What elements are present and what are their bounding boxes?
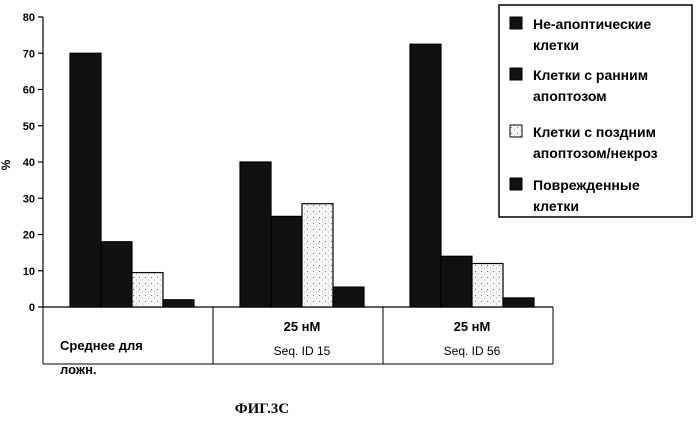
bar-3-cat-2 (302, 204, 333, 307)
y-tick-label: 40 (23, 157, 35, 169)
legend-label: апоптозом/некроз (533, 145, 658, 161)
bar-2-cat-2 (271, 216, 302, 307)
category-label: Seq. ID 56 (444, 344, 501, 358)
bar-4-cat-1 (163, 300, 194, 307)
bar-4-cat-2 (333, 287, 364, 307)
bar-4-cat-3 (503, 298, 534, 307)
bar-3-cat-1 (132, 273, 163, 307)
bar-1-cat-1 (70, 53, 101, 307)
y-tick-label: 20 (23, 230, 35, 242)
legend-swatch (510, 17, 522, 29)
bar-1-cat-3 (410, 44, 441, 307)
legend-label: Не-апоптические (533, 16, 651, 32)
y-tick-label: 50 (23, 121, 35, 133)
legend-label: Клетки с ранним (533, 67, 648, 83)
chart-bars (70, 44, 534, 307)
legend-label: Клетки с поздним (533, 124, 656, 140)
bar-1-cat-2 (240, 162, 271, 307)
chart-axes: 0 10 20 30 40 50 60 70 80 (23, 12, 553, 364)
bar-2-cat-3 (441, 256, 472, 307)
category-label: Среднее для (60, 338, 143, 353)
legend-swatch (510, 178, 522, 190)
category-label: 25 нМ (454, 319, 491, 334)
category-label: Seq. ID 15 (274, 344, 331, 358)
y-tick-label: 30 (23, 193, 35, 205)
legend-swatch (510, 125, 522, 137)
category-labels: Среднее для ложн. 25 нМ Seq. ID 15 25 нМ Seq.… (60, 319, 501, 377)
y-tick-label: 70 (23, 48, 35, 60)
legend-swatch (510, 68, 522, 80)
category-label: ложн. (60, 362, 97, 377)
y-tick-label: 80 (23, 12, 35, 24)
bar-3-cat-3 (472, 264, 503, 308)
y-tick-label: 60 (23, 85, 35, 97)
y-tick-label: 0 (29, 302, 35, 314)
legend-label: апоптозом (533, 88, 607, 104)
legend-label: клетки (533, 198, 579, 214)
category-label: 25 нМ (284, 319, 321, 334)
figure-caption: ФИГ.3С (235, 401, 290, 417)
legend-label: клетки (533, 37, 579, 53)
y-axis-label: % (0, 159, 13, 170)
legend-label: Поврежденные (533, 177, 640, 193)
bar-2-cat-1 (101, 242, 132, 307)
y-tick-label: 10 (23, 266, 35, 278)
legend: Не-апоптические клетки Клетки с ранним апоп… (499, 5, 692, 217)
